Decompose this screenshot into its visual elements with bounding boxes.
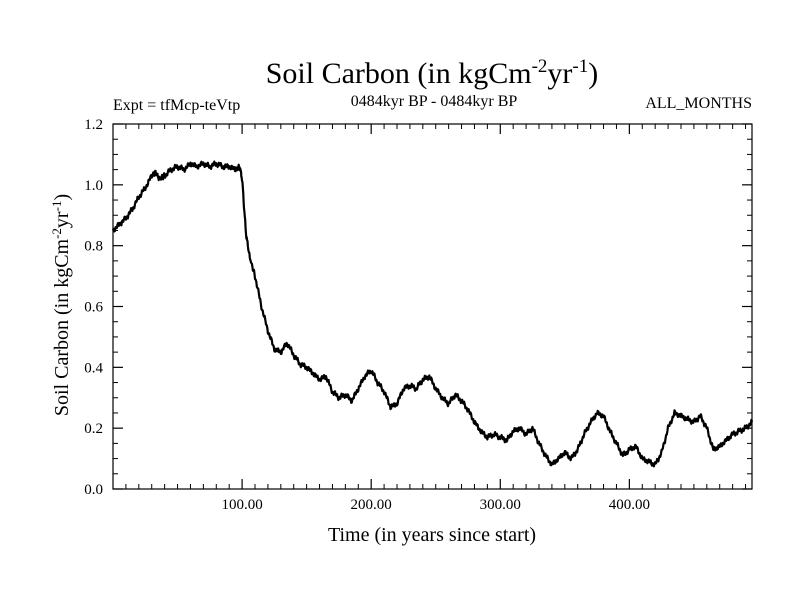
- x-tick-label: 400.00: [609, 497, 650, 513]
- y-axis-ticks: 0.0 0.2 0.4 0.6 0.8 1.0 1.2: [84, 117, 752, 498]
- x-tick-label: 300.00: [480, 497, 521, 513]
- y-tick-label: 0.2: [84, 421, 103, 437]
- minor-ticks: [113, 124, 752, 489]
- y-tick-label: 0.4: [84, 360, 103, 376]
- y-tick-label: 0.6: [84, 300, 103, 316]
- subtitle-period: 0484kyr BP - 0484kyr BP: [351, 93, 518, 110]
- x-tick-label: 100.00: [221, 497, 262, 513]
- ylabel-base: Soil Carbon (in kgCm: [51, 238, 73, 416]
- y-tick-label: 1.2: [84, 117, 103, 133]
- y-tick-label: 0.0: [84, 482, 103, 498]
- subtitle-months: ALL_MONTHS: [645, 95, 752, 112]
- ylabel-exp1: -2: [49, 228, 64, 239]
- title-exp2: -1: [572, 56, 588, 77]
- title-base: Soil Carbon (in kgCm: [266, 57, 532, 90]
- y-tick-label: 0.8: [84, 239, 103, 255]
- ylabel-exp2: -1: [49, 201, 64, 212]
- series-line-soil-carbon: [111, 160, 754, 468]
- x-axis-ticks: 100.00 200.00 300.00 400.00: [221, 124, 650, 513]
- plot-frame: [112, 123, 753, 490]
- title-end: ): [588, 57, 598, 90]
- title-exp1: -2: [532, 56, 548, 77]
- x-axis-label: Time (in years since start): [328, 524, 536, 546]
- ylabel-mid: yr: [51, 211, 73, 228]
- subtitle-experiment: Expt = tfMcp-teVtp: [113, 97, 240, 114]
- y-tick-label: 1.0: [84, 178, 103, 194]
- chart-title: Soil Carbon (in kgCm-2yr-1): [266, 56, 599, 90]
- x-tick-label: 200.00: [351, 497, 392, 513]
- ylabel-end: ): [51, 194, 73, 201]
- title-mid: yr: [547, 57, 572, 90]
- y-axis-label: Soil Carbon (in kgCm-2yr-1): [49, 194, 73, 416]
